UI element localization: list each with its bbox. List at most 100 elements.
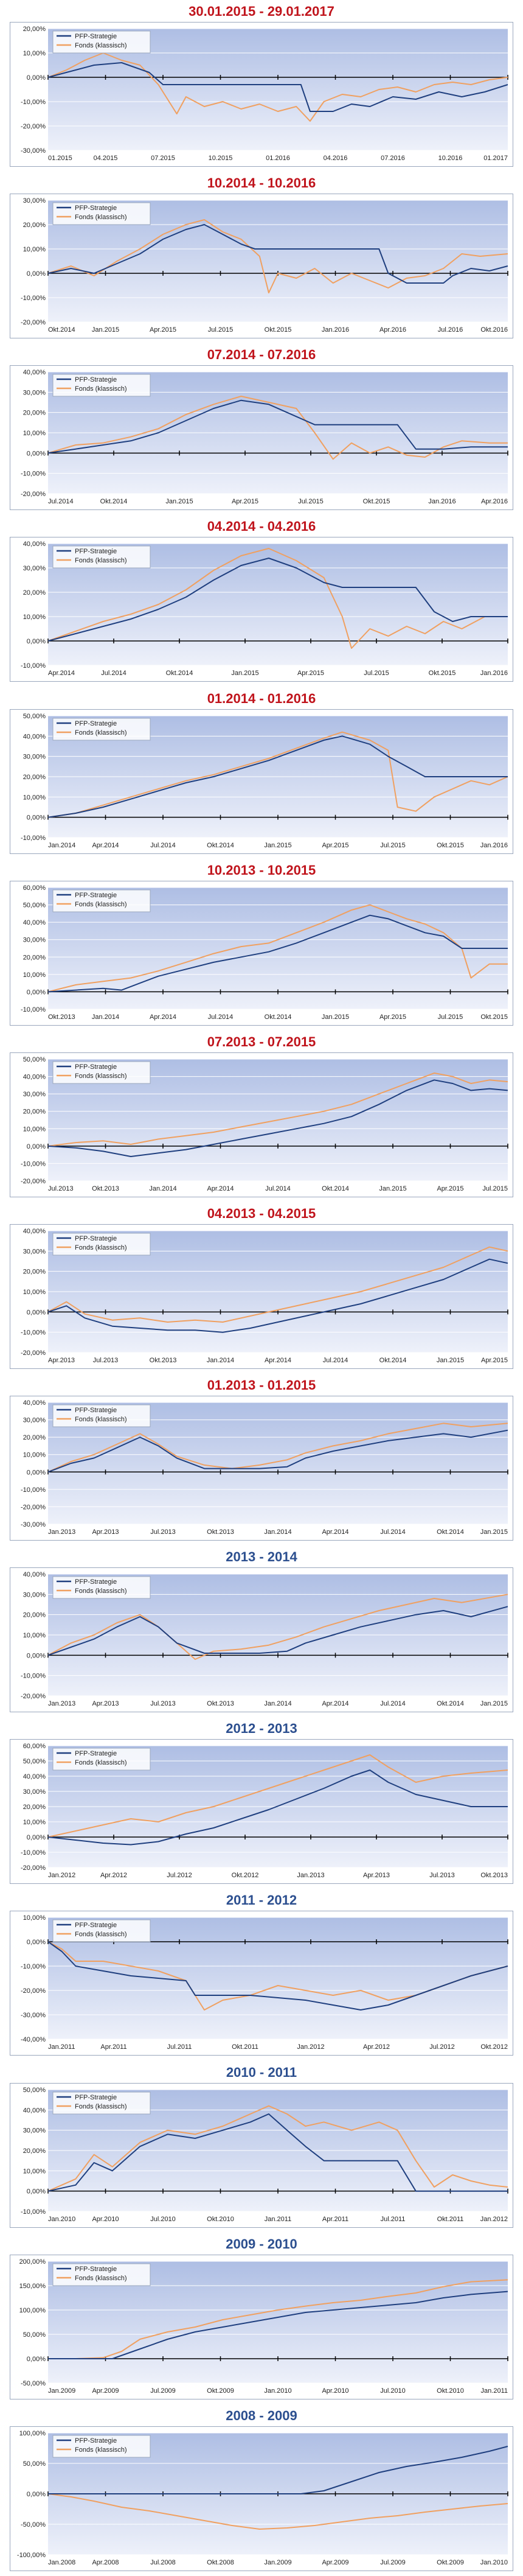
x-tick-label: Apr.2015 [297, 670, 324, 677]
y-tick-label: 0,00% [27, 2356, 46, 2363]
chart-frame: -40,00% -30,00% -20,00% -10,00% 0,00% 10,00% J… [10, 1911, 513, 2056]
series-line-strategy [48, 2446, 508, 2494]
x-tick-label: Jan.2009 [48, 2387, 75, 2395]
x-tick-label: Okt.2015 [480, 1013, 508, 1021]
x-tick-label: Jan.2015 [264, 842, 291, 849]
chart-title: 30.01.2015 - 29.01.2017 [189, 4, 334, 19]
y-tick-label: 50,00% [23, 2331, 46, 2339]
chart-frame: -50,00% 0,00% 50,00% 100,00% 150,00% 200,00% J… [10, 2255, 513, 2399]
x-tick-label: Jul.2014 [208, 1013, 234, 1021]
x-tick-label: Okt.2014 [379, 1357, 407, 1364]
y-tick-label: 0,00% [27, 814, 46, 822]
x-tick-label: Jul.2013 [150, 1528, 176, 1536]
x-tick-label: Jan.2016 [480, 670, 508, 677]
y-tick-label: -20,00% [21, 1349, 46, 1357]
line-chart: -30,00% -20,00% -10,00% 0,00% 10,00% 20,00% 01… [21, 26, 508, 162]
y-tick-label: 30,00% [23, 937, 46, 944]
x-tick-label: 10.2015 [209, 155, 233, 162]
x-tick-label: Jan.2012 [48, 1872, 75, 1879]
y-tick-label: 40,00% [23, 2107, 46, 2114]
series-line-fund [47, 52, 508, 122]
chart-title: 01.2013 - 01.2015 [207, 1377, 316, 1393]
x-tick-label: Apr.2012 [363, 2043, 390, 2051]
x-tick-label: Jul.2013 [150, 1700, 176, 1707]
chart-title: 10.2013 - 10.2015 [207, 863, 316, 878]
x-tick-label: Apr.2015 [481, 1357, 508, 1364]
x-tick-label: Jan.2011 [481, 2387, 508, 2395]
line-chart: -100,00% -50,00% 0,00% 50,00% 100,00% Jan.200… [17, 2430, 508, 2566]
y-tick-label: 20,00% [23, 954, 46, 961]
x-tick-label: Jan.2015 [165, 498, 193, 505]
x-tick-label: Jul.2012 [167, 1872, 192, 1879]
x-tick-label: Apr.2009 [322, 2559, 348, 2566]
y-tick-label: 0,00% [27, 2188, 46, 2196]
y-tick-label: -10,00% [21, 1486, 46, 1494]
chart-panel: 10.2014 - 10.2016 -20,00% -10,00% 0,00% 10,0… [4, 175, 519, 341]
x-tick-label: Okt.2015 [429, 670, 456, 677]
line-chart: -10,00% 0,00% 10,00% 20,00% 30,00% 40,00% 50,0… [21, 2087, 508, 2223]
y-tick-label: -10,00% [21, 471, 46, 478]
line-chart: -20,00% -10,00% 0,00% 10,00% 20,00% 30,00% 40,… [21, 1228, 508, 1364]
chart-title: 2009 - 2010 [226, 2236, 297, 2252]
legend: PFP-Strategie Fonds (klassisch) [52, 889, 151, 912]
x-tick-label: Okt.2015 [363, 498, 390, 505]
y-tick-label: -30,00% [21, 147, 46, 155]
x-tick-label: Okt.2015 [265, 326, 292, 334]
series-line-strategy [47, 1941, 508, 2011]
legend: PFP-Strategie Fonds (klassisch) [52, 1061, 151, 1084]
chart-frame: -10,00% 0,00% 10,00% 20,00% 30,00% 40,00% 50,0… [10, 2083, 513, 2228]
y-tick-label: 20,00% [23, 589, 46, 597]
y-tick-label: 40,00% [23, 369, 46, 376]
y-tick-label: 30,00% [23, 2127, 46, 2135]
series-line-fund [47, 1072, 508, 1147]
y-tick-label: -10,00% [21, 1963, 46, 1970]
series-line-strategy [47, 1769, 508, 1846]
line-chart: -20,00% -10,00% 0,00% 10,00% 20,00% 30,00% Okt… [21, 197, 508, 334]
y-tick-label: 150,00% [19, 2283, 46, 2290]
x-tick-label: Apr.2012 [100, 1872, 127, 1879]
legend-box [52, 1576, 151, 1599]
chart-frame: -20,00% -10,00% 0,00% 10,00% 20,00% 30,00% 40,… [10, 1567, 513, 1712]
x-tick-label: Apr.2015 [232, 498, 258, 505]
legend: PFP-Strategie Fonds (klassisch) [52, 718, 151, 741]
x-tick-label: Okt.2016 [480, 326, 508, 334]
legend-label: PFP-Strategie [75, 2437, 117, 2445]
x-tick-label: Apr.2014 [150, 1013, 176, 1021]
x-tick-label: Jan.2013 [48, 1528, 75, 1536]
y-tick-label: 10,00% [23, 971, 46, 979]
legend: PFP-Strategie Fonds (klassisch) [52, 1919, 151, 1942]
series-line-strategy [47, 558, 508, 642]
x-tick-label: Jan.2014 [207, 1357, 234, 1364]
chart-title: 10.2014 - 10.2016 [207, 175, 316, 191]
x-tick-label: Okt.2009 [207, 2387, 234, 2395]
chart-panel: 07.2014 - 07.2016 -20,00% -10,00% 0,00% 10,0… [4, 347, 519, 513]
line-chart: -20,00% -10,00% 0,00% 10,00% 20,00% 30,00% 40,… [21, 369, 508, 505]
series-line-fund [47, 1423, 508, 1473]
y-tick-label: 20,00% [23, 410, 46, 417]
x-tick-label: Jul.2013 [93, 1357, 119, 1364]
chart-title: 01.2014 - 01.2016 [207, 691, 316, 706]
y-tick-label: 0,00% [27, 270, 46, 278]
y-tick-label: 50,00% [23, 2087, 46, 2094]
y-tick-label: 60,00% [23, 1743, 46, 1750]
y-tick-label: 20,00% [23, 2147, 46, 2155]
x-tick-label: Okt.2014 [166, 670, 193, 677]
x-tick-label: 07.2015 [151, 155, 175, 162]
y-tick-label: 40,00% [23, 1399, 46, 1407]
legend-label: Fonds (klassisch) [75, 385, 127, 393]
legend-label: Fonds (klassisch) [75, 2446, 127, 2454]
series-line-fund [47, 1594, 508, 1660]
x-tick-label: 10.2016 [438, 155, 463, 162]
y-tick-label: 40,00% [23, 733, 46, 740]
x-tick-label: Jan.2010 [48, 2216, 75, 2223]
y-tick-label: 10,00% [23, 1125, 46, 1133]
legend-box [52, 1061, 151, 1084]
line-chart: -40,00% -30,00% -20,00% -10,00% 0,00% 10,00% J… [21, 1914, 508, 2051]
y-tick-label: 40,00% [23, 1571, 46, 1578]
y-tick-label: 30,00% [23, 1091, 46, 1098]
x-tick-label: Jan.2014 [92, 1013, 119, 1021]
x-tick-label: Okt.2014 [100, 498, 128, 505]
series-line-fund [47, 219, 508, 293]
x-tick-label: Okt.2008 [207, 2559, 234, 2566]
x-tick-label: Apr.2014 [92, 842, 119, 849]
